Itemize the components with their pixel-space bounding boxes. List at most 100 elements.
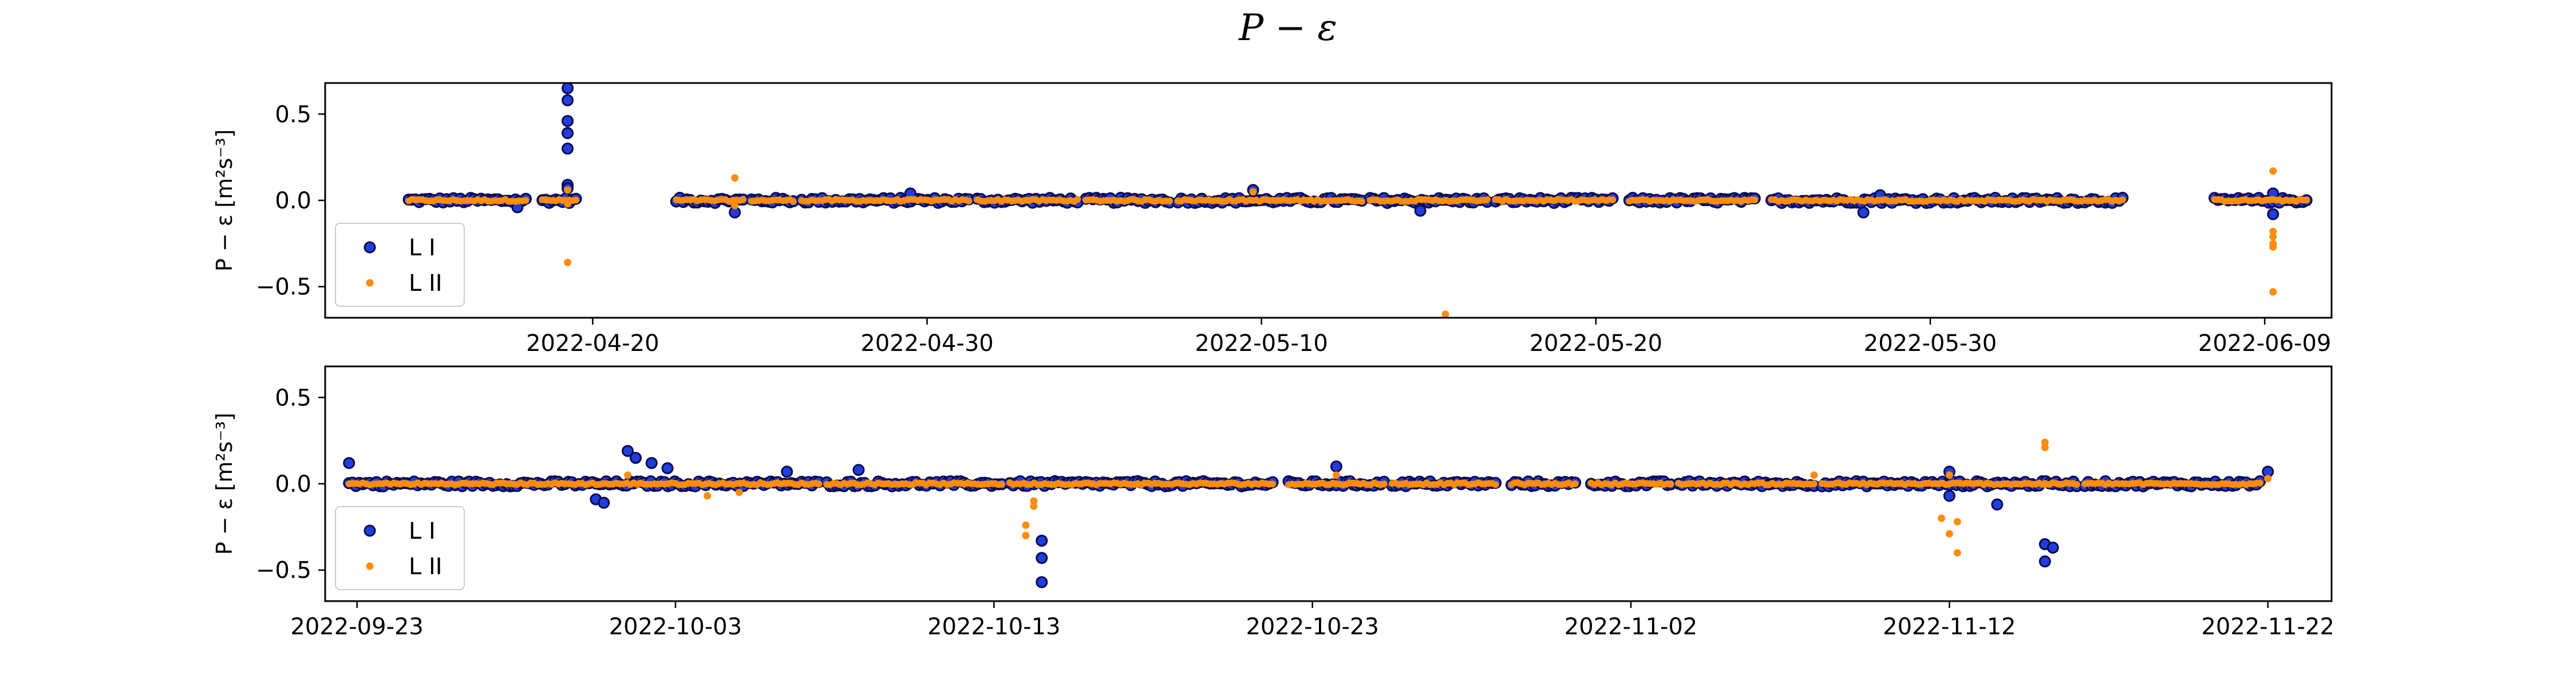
point-l-ii <box>1030 502 1038 510</box>
x-tick-label: 2022-05-20 <box>1530 330 1662 357</box>
point-l-ii <box>1937 514 1945 522</box>
point-l-ii <box>2073 481 2080 488</box>
point-l-ii <box>1953 549 1961 557</box>
legend-label-l-i: L I <box>409 235 436 261</box>
point-l-ii <box>1332 471 1340 479</box>
point-l-ii <box>1810 471 1818 479</box>
point-l-ii <box>1810 480 1818 488</box>
y-tick-label: 0.0 <box>275 188 311 214</box>
point-l-i <box>598 496 610 509</box>
x-tick-label: 2022-11-22 <box>2201 614 2334 640</box>
bottom-panel: 2022-09-23 2022-10-03 2022-10-13 2022-10-23… <box>212 365 2334 640</box>
x-tick-label: 2022-06-09 <box>2198 330 2331 357</box>
point-l-i <box>562 143 574 155</box>
point-l-i <box>1991 498 2004 511</box>
legend-marker-l-i <box>364 524 376 537</box>
x-tick-label: 2022-10-23 <box>1246 614 1378 640</box>
top-panel: 2022-04-20 2022-04-30 2022-05-10 2022-05-20… <box>212 82 2333 357</box>
point-l-i <box>562 83 574 94</box>
x-tick-label: 2022-04-30 <box>860 330 993 357</box>
y-tick-label: −0.5 <box>256 558 311 584</box>
point-l-ii <box>1380 480 1388 488</box>
point-l-i <box>1414 204 1427 217</box>
point-l-ii <box>2264 475 2272 483</box>
x-tick-label: 2022-09-23 <box>290 614 423 640</box>
point-l-ii <box>1074 196 1081 203</box>
series-l-ii <box>345 439 2272 557</box>
point-l-ii <box>1945 471 1953 479</box>
point-l-ii <box>624 471 632 479</box>
point-l-ii <box>2269 243 2277 251</box>
point-l-i <box>562 127 574 139</box>
point-l-i <box>1036 552 1048 564</box>
legend-marker-l-ii <box>366 562 374 570</box>
point-l-ii <box>1166 198 1174 205</box>
point-l-ii <box>564 186 572 194</box>
plot-area <box>343 439 2274 589</box>
y-tick-label: −0.5 <box>256 274 311 301</box>
point-l-ii <box>572 196 580 204</box>
point-l-ii <box>2041 439 2049 447</box>
point-l-i <box>629 452 642 464</box>
x-tick-label: 2022-04-20 <box>526 330 659 357</box>
x-tick-label: 2022-10-13 <box>927 614 1060 640</box>
point-l-ii <box>1492 481 1499 488</box>
point-l-ii <box>2269 288 2277 296</box>
point-l-ii <box>731 174 739 182</box>
point-l-ii <box>1358 198 1365 205</box>
point-l-ii <box>1945 530 1953 538</box>
x-tick-label: 2022-05-10 <box>1195 330 1327 357</box>
point-l-i <box>781 465 793 478</box>
point-l-i <box>1036 534 1048 547</box>
series-l-i <box>343 445 2274 589</box>
point-l-ii <box>735 488 743 496</box>
point-l-ii <box>2269 227 2277 235</box>
point-l-i <box>2267 208 2279 220</box>
point-l-i <box>852 464 865 476</box>
point-l-ii <box>1571 480 1579 488</box>
point-l-ii <box>1609 196 1617 204</box>
point-l-i <box>2046 542 2059 554</box>
point-l-ii <box>2041 480 2049 488</box>
point-l-ii <box>1751 196 1759 204</box>
x-tick-label: 2022-05-30 <box>1864 330 1997 357</box>
point-l-ii <box>564 200 572 208</box>
point-l-ii <box>2269 232 2277 240</box>
point-l-ii <box>1269 480 1277 488</box>
legend-marker-l-i <box>364 241 376 254</box>
point-l-ii <box>2256 479 2263 487</box>
point-l-i <box>1330 460 1342 473</box>
point-l-ii <box>731 202 739 210</box>
point-l-ii <box>815 480 823 488</box>
y-tick-label: 0.5 <box>275 385 311 411</box>
point-l-ii <box>740 196 747 203</box>
point-l-ii <box>2303 196 2310 204</box>
point-l-ii <box>1249 188 1257 196</box>
y-axis-label: P − ε [m²s⁻³] <box>212 413 237 555</box>
plot-area <box>402 83 2313 318</box>
point-l-ii <box>1667 480 1674 488</box>
legend-label-l-ii: L II <box>409 270 442 297</box>
legend-marker-l-ii <box>366 279 374 287</box>
point-l-i <box>1857 206 1870 219</box>
point-l-ii <box>2269 167 2277 175</box>
y-tick-label: 0.0 <box>275 471 311 498</box>
series-l-ii <box>405 167 2310 318</box>
point-l-ii <box>1022 531 1030 539</box>
point-l-i <box>1036 576 1048 589</box>
point-l-ii <box>998 480 1006 488</box>
y-axis-label: P − ε [m²s⁻³] <box>212 129 237 272</box>
point-l-ii <box>1483 196 1491 203</box>
point-l-i <box>343 457 355 469</box>
point-l-i <box>2038 555 2051 568</box>
legend: L I L II <box>335 506 465 590</box>
legend-label-l-i: L I <box>409 518 436 544</box>
point-l-ii <box>965 198 973 205</box>
point-l-i <box>622 445 634 457</box>
x-tick-label: 2022-11-12 <box>1883 614 2016 640</box>
point-l-ii <box>1030 497 1038 505</box>
point-l-ii <box>1441 310 1449 318</box>
y-tick-label: 0.5 <box>275 101 311 128</box>
x-tick-label: 2022-11-02 <box>1564 614 1697 640</box>
